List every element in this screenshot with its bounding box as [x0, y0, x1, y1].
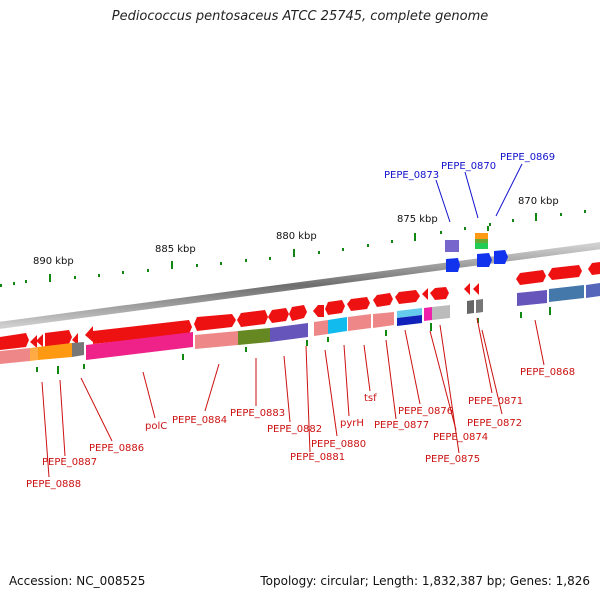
cog-bar	[30, 347, 38, 361]
gene-label: PEPE_0888	[26, 479, 81, 490]
gene-arrow	[45, 330, 72, 347]
gene-label: PEPE_0871	[468, 396, 523, 407]
cog-bar	[238, 328, 270, 345]
scale-label: 890 kbp	[33, 256, 74, 267]
forward-genes	[0, 262, 600, 350]
gene-arrow	[194, 314, 236, 331]
gene-arrow	[548, 265, 582, 280]
scale-label: 875 kbp	[397, 214, 438, 225]
gene-arrow	[30, 335, 37, 348]
blue-pointer-lines	[435, 163, 523, 223]
cog-bar	[195, 331, 238, 349]
gene-arrow	[289, 305, 307, 321]
gene-label: PEPE_0872	[467, 418, 522, 429]
gene-arrow	[395, 290, 420, 304]
gene-arrow	[85, 320, 192, 344]
cog-bar	[397, 308, 422, 318]
genome-backbone	[0, 242, 600, 329]
gene-arrow	[516, 270, 546, 285]
gene-block	[475, 243, 488, 249]
gene-arrow	[588, 262, 600, 275]
gene-label: PEPE_0887	[42, 457, 97, 468]
gene-label: PEPE_0873	[384, 170, 439, 181]
gene-label: PEPE_0886	[89, 443, 144, 454]
gene-label: PEPE_0883	[230, 408, 285, 419]
cog-bar	[586, 283, 600, 298]
cog-bar	[476, 299, 483, 313]
gene-arrow	[464, 283, 470, 295]
gene-arrow	[325, 300, 345, 315]
gene-arrow	[347, 297, 370, 311]
gene-label: PEPE_0884	[172, 415, 227, 426]
map-title: Pediococcus pentosaceus ATCC 25745, comp…	[111, 9, 489, 24]
cog-bar	[314, 320, 328, 336]
cog-bar	[38, 343, 72, 360]
cog-bar	[0, 348, 30, 364]
gene-label: PEPE_0880	[311, 439, 366, 450]
red-gene-labels: PEPE_0868 PEPE_0871 PEPE_0872 PEPE_0874 …	[26, 367, 575, 490]
gene-label: PEPE_0877	[374, 420, 429, 431]
cog-bars	[0, 283, 600, 364]
gene-arrow	[36, 334, 43, 347]
gene-arrow	[0, 333, 29, 350]
scale-label: 885 kbp	[155, 244, 196, 255]
gene-label: PEPE_0876	[398, 406, 453, 417]
gene-label: polC	[145, 421, 167, 432]
cog-bar	[549, 285, 584, 302]
gene-label: PEPE_0875	[425, 454, 480, 465]
red-pointer-lines	[41, 317, 545, 478]
gene-arrow	[237, 310, 268, 327]
gene-label: PEPE_0881	[290, 452, 345, 463]
cog-bar	[328, 317, 347, 334]
scale-label: 880 kbp	[276, 231, 317, 242]
cog-bar	[86, 332, 193, 360]
reverse-genes	[445, 233, 508, 272]
cog-bar	[270, 323, 308, 342]
gene-arrow	[430, 287, 449, 300]
gene-arrow	[72, 333, 78, 345]
gene-label: PEPE_0869	[500, 152, 555, 163]
gene-block	[475, 233, 488, 239]
gene-arrow	[477, 253, 492, 267]
scale-label: 870 kbp	[518, 196, 559, 207]
cog-bar	[373, 312, 394, 328]
accession-text: Accession: NC_008525	[9, 574, 146, 588]
gene-arrow	[446, 258, 460, 272]
gene-label: PEPE_0874	[433, 432, 488, 443]
cog-bar	[348, 314, 371, 331]
gene-label: PEPE_0882	[267, 424, 322, 435]
genome-summary-text: Topology: circular; Length: 1,832,387 bp…	[260, 574, 590, 588]
gene-arrow	[422, 288, 428, 300]
cog-bar	[72, 342, 84, 357]
blue-gene-labels: PEPE_0873 PEPE_0870 PEPE_0869	[384, 152, 555, 181]
cog-bar	[467, 300, 474, 314]
gene-label: PEPE_0870	[441, 161, 496, 172]
gene-arrow	[473, 283, 479, 295]
scale-labels: 890 kbp 885 kbp 880 kbp 875 kbp 870 kbp	[33, 196, 559, 267]
gene-arrow	[373, 293, 393, 307]
gene-label: PEPE_0868	[520, 367, 575, 378]
gene-arrow	[494, 250, 508, 264]
scale-ticks	[0, 210, 586, 287]
cog-bar	[397, 315, 422, 326]
gene-arrow	[313, 305, 324, 317]
cog-bar	[424, 307, 432, 321]
gene-label: pyrH	[340, 418, 364, 429]
gene-arrow	[268, 308, 289, 323]
gene-label: tsf	[364, 393, 377, 404]
gene-block	[475, 239, 488, 243]
cog-bar	[517, 290, 547, 306]
cog-bar	[432, 305, 450, 320]
gene-block	[445, 240, 459, 252]
